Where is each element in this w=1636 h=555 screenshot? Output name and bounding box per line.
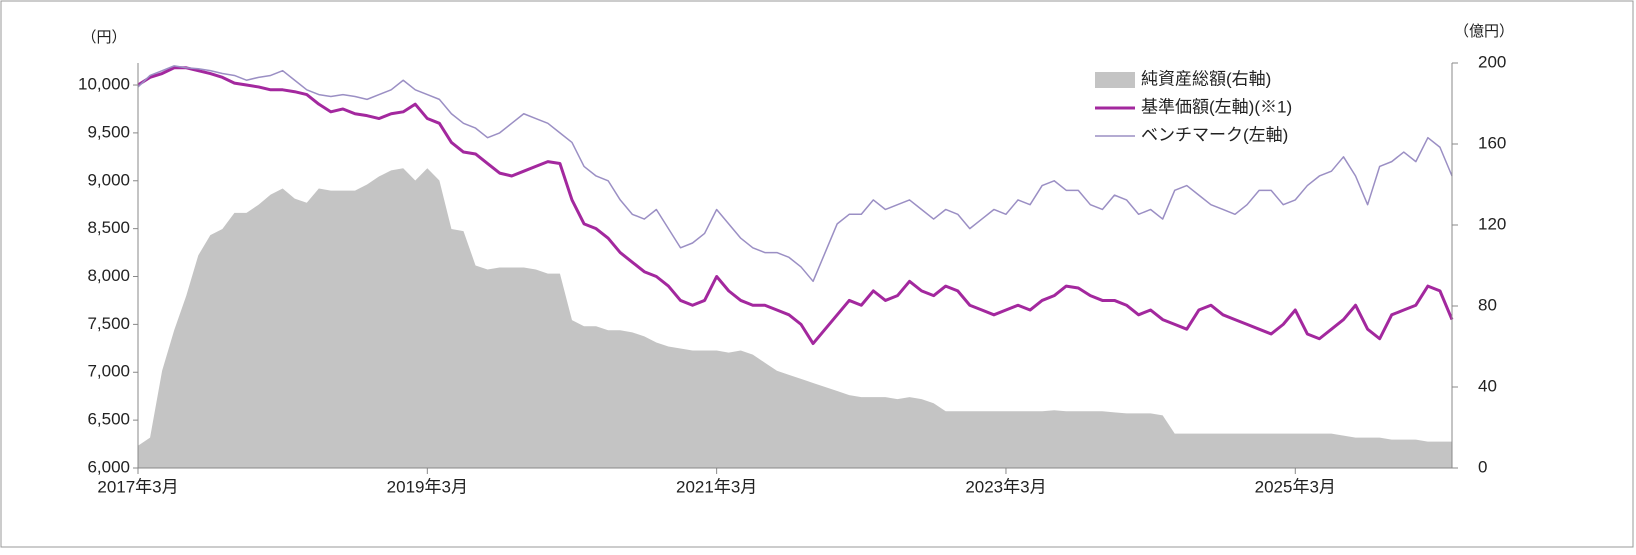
y2-tick-label: 40	[1478, 376, 1497, 395]
legend-label: 基準価額(左軸)(※1)	[1141, 97, 1292, 116]
y-tick-label: 10,000	[78, 75, 130, 94]
legend-label: 純資産総額(右軸)	[1141, 69, 1271, 88]
y-tick-label: 9,500	[87, 122, 130, 141]
y-axis-unit: （円）	[81, 29, 126, 46]
x-tick-label: 2023年3月	[965, 477, 1046, 496]
y2-tick-label: 160	[1478, 133, 1506, 152]
y-tick-label: 8,500	[87, 218, 130, 237]
legend-label: ベンチマーク(左軸)	[1141, 125, 1288, 144]
y-tick-label: 7,000	[87, 362, 130, 381]
y-tick-label: 8,000	[87, 266, 130, 285]
series-line	[137, 65, 1453, 283]
y-tick-label: 6,000	[87, 457, 130, 476]
y2-tick-label: 80	[1478, 295, 1497, 314]
nav-area	[138, 168, 1452, 469]
y-tick-label: 9,000	[87, 170, 130, 189]
y-tick-label: 7,500	[87, 314, 130, 333]
y2-tick-label: 0	[1478, 457, 1487, 476]
series-line	[137, 66, 1454, 346]
x-tick-label: 2021年3月	[676, 477, 757, 496]
legend-swatch	[1095, 72, 1135, 88]
x-tick-label: 2025年3月	[1255, 477, 1336, 496]
x-tick-label: 2017年3月	[97, 477, 178, 496]
y-tick-label: 6,500	[87, 410, 130, 429]
y2-tick-label: 200	[1478, 52, 1506, 71]
x-tick-label: 2019年3月	[387, 477, 468, 496]
y2-axis-unit: （億円）	[1454, 23, 1514, 40]
y2-tick-label: 120	[1478, 214, 1506, 233]
